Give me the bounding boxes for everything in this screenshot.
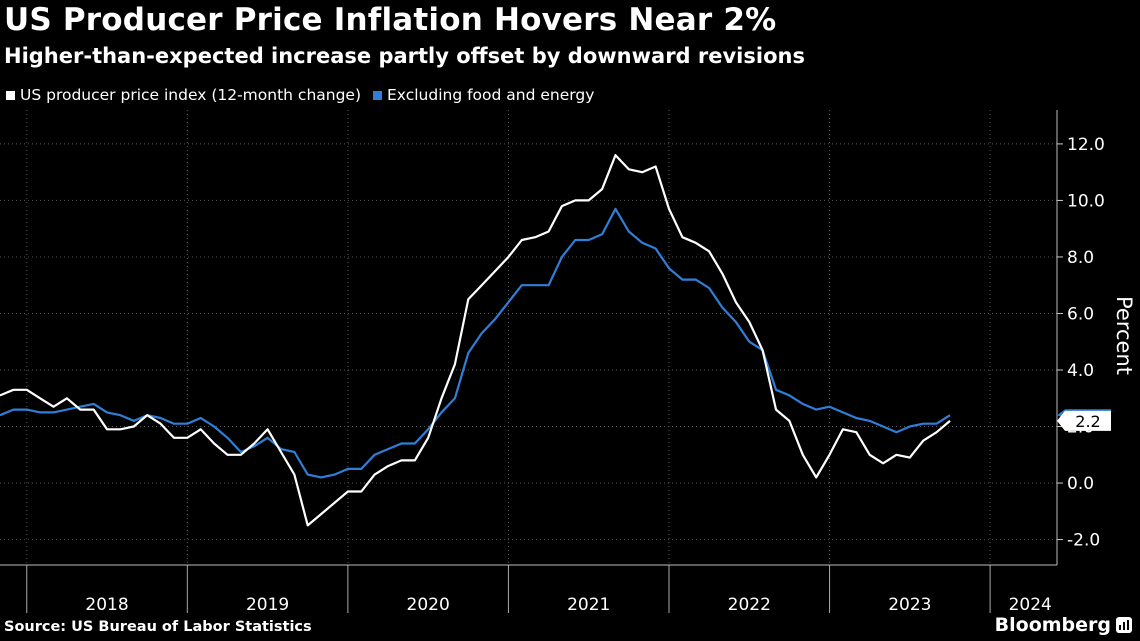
- ppi-last-value-marker: [1057, 410, 1111, 431]
- x-tick-label: 2020: [407, 595, 450, 615]
- bloomberg-chart-icon: [1116, 617, 1132, 633]
- x-tick-label: 2019: [246, 595, 289, 615]
- y-tick-label: 10.0: [1067, 191, 1105, 211]
- y-axis-title: Percent: [1112, 296, 1136, 375]
- y-tick-label: 0.0: [1067, 474, 1094, 494]
- source-note: Source: US Bureau of Labor Statistics: [4, 619, 312, 635]
- x-tick-label: 2024: [1009, 595, 1052, 615]
- legend-label-core: Excluding food and energy: [387, 86, 595, 104]
- y-tick-label: 6.0: [1067, 304, 1094, 324]
- legend-label-ppi: US producer price index (12-month change…: [20, 86, 362, 104]
- y-tick-label: 12.0: [1067, 135, 1105, 155]
- x-tick-label: 2018: [85, 595, 128, 615]
- legend-item-core: Excluding food and energy: [373, 86, 594, 104]
- legend: US producer price index (12-month change…: [6, 86, 606, 104]
- brand-text: Bloomberg: [994, 614, 1111, 636]
- legend-swatch-ppi: [6, 90, 15, 100]
- legend-item-ppi: US producer price index (12-month change…: [6, 86, 361, 104]
- ppi-last-value-label: 2.2: [1075, 412, 1100, 431]
- y-tick-label: -2.0: [1067, 531, 1100, 551]
- chart-subtitle: Higher-than-expected increase partly off…: [4, 44, 805, 68]
- legend-swatch-core: [373, 90, 383, 100]
- x-tick-label: 2022: [728, 595, 771, 615]
- series-line-core: [0, 207, 951, 479]
- x-tick-label: 2023: [888, 595, 931, 615]
- chart-title: US Producer Price Inflation Hovers Near …: [4, 2, 777, 38]
- y-tick-label: 4.0: [1067, 361, 1094, 381]
- x-tick-label: 2021: [567, 595, 610, 615]
- brand-logo: Bloomberg: [995, 614, 1132, 636]
- y-tick-label: 8.0: [1067, 248, 1094, 268]
- series-line-ppi: [0, 154, 951, 527]
